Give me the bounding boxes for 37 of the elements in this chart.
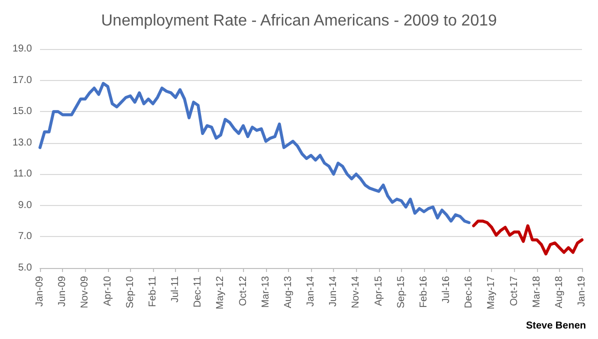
x-tick-label: Jul-11 — [170, 276, 181, 302]
x-tick-label: Jul-16 — [441, 276, 452, 304]
y-tick-label: 11.0 — [13, 168, 32, 180]
x-tick-label: Sep-15 — [396, 276, 407, 308]
x-tick-label: Apr-15 — [373, 276, 384, 306]
line-series — [472, 220, 584, 256]
x-tick-label: Apr-10 — [102, 276, 114, 306]
y-tick-label: 15.0 — [12, 106, 32, 118]
x-tick-label: Jan-14 — [306, 276, 316, 307]
x-tick-label: Feb-16 — [418, 276, 430, 308]
x-tick-label: Nov-09 — [80, 276, 91, 308]
x-tick-label: Jun-09 — [57, 276, 68, 307]
y-tick-label: 5.0 — [18, 262, 32, 274]
x-tick-label: May-12 — [215, 276, 226, 310]
x-tick-label: Dec-11 — [192, 276, 204, 308]
text: Steve Benen — [526, 320, 586, 332]
chart-title: Unemployment Rate - African Americans - 2009 to 2019 — [101, 12, 497, 30]
y-tick-label: 7.0 — [18, 231, 32, 242]
x-tick-label: Aug-18 — [554, 276, 565, 308]
line-series — [38, 82, 471, 224]
x-tick-label: Mar-18 — [531, 276, 542, 308]
x-tick-label: Jan-19 — [576, 276, 588, 307]
x-tick-label: Feb-11 — [147, 276, 158, 307]
x-tick-label: Dec-16 — [464, 276, 475, 308]
x-tick-label: Aug-13 — [282, 276, 294, 308]
y-tick-label: 17.0 — [12, 74, 32, 86]
x-tick-label: Mar-13 — [260, 276, 272, 308]
y-tick-label: 13.0 — [12, 137, 32, 148]
y-tick-label: 19.0 — [12, 44, 32, 54]
x-tick-label: Jun-14 — [328, 276, 340, 307]
x-tick-label: Jan-09 — [34, 276, 46, 307]
x-tick-label: May-17 — [486, 276, 498, 310]
x-tick-label: Nov-14 — [350, 276, 362, 308]
x-tick-label: Oct-12 — [238, 276, 249, 306]
x-tick-label: Sep-10 — [124, 276, 136, 308]
y-tick-label: 9.0 — [18, 200, 32, 211]
x-tick-label: Oct-17 — [508, 276, 520, 306]
